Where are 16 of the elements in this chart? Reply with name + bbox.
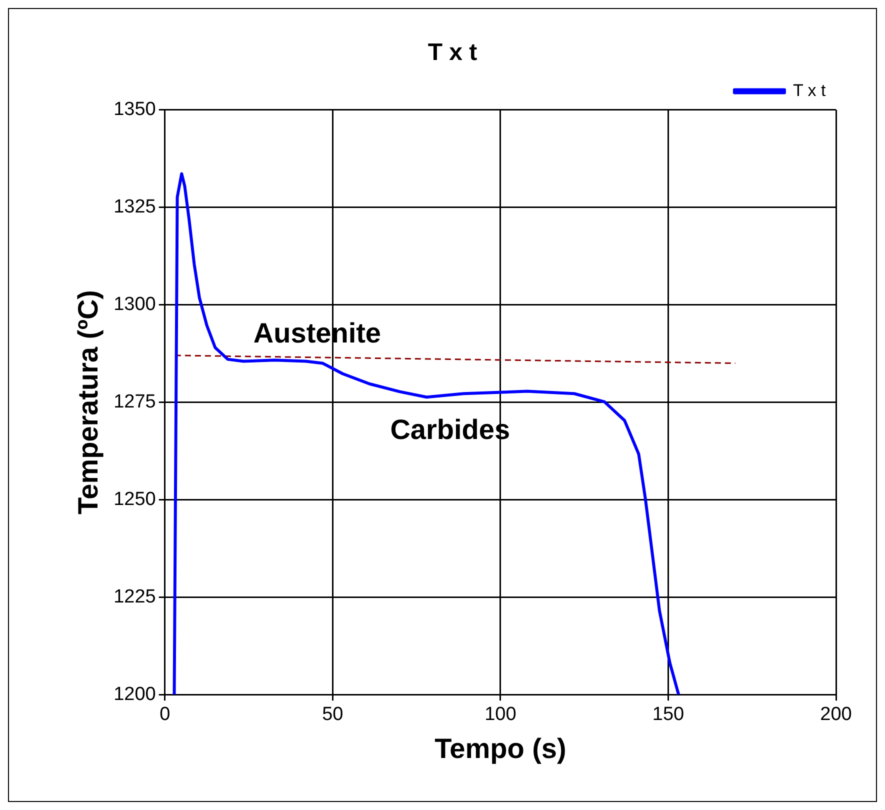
y-axis-title: Temperatura (ºC) [72, 290, 104, 514]
x-tick-label: 200 [820, 704, 852, 726]
x-tick-label: 50 [322, 704, 344, 726]
y-tick-label: 1300 [114, 294, 156, 315]
y-tick-label: 1275 [114, 391, 156, 412]
x-axis-title: Tempo (s) [434, 732, 566, 764]
y-tick-label: 1225 [114, 586, 156, 608]
x-tick-label: 150 [652, 704, 684, 726]
y-tick-label: 1325 [114, 196, 156, 218]
y-tick-label: 1250 [114, 488, 156, 510]
y-tick-label: 1350 [114, 99, 156, 120]
x-tick-label: 0 [160, 704, 170, 726]
legend-label: T x t [792, 80, 826, 100]
y-tick-label: 1200 [114, 684, 156, 705]
x-tick-label: 100 [484, 704, 516, 726]
chart-title: T x t [428, 39, 478, 66]
